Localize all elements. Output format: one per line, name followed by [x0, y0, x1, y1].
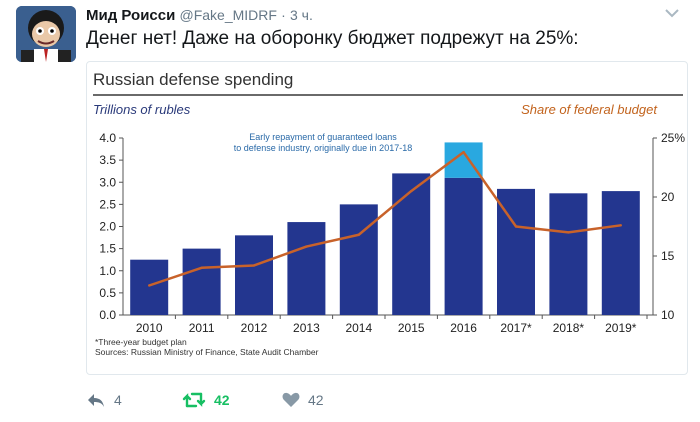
heart-icon: [282, 392, 300, 407]
left-tick-label: 0.0: [99, 308, 116, 322]
cartoon-avatar: [16, 6, 76, 62]
x-tick-label: 2013: [293, 321, 320, 335]
separator-dot: ·: [281, 7, 286, 23]
x-tick-label: 2016: [450, 321, 477, 335]
bar-2011: [182, 248, 221, 315]
tweet-text: Денег нет! Даже на оборонку бюджет подре…: [86, 28, 579, 49]
chevron-down-icon[interactable]: [664, 7, 680, 19]
share-point: [514, 225, 518, 228]
x-tick-label: 2012: [241, 321, 268, 335]
retweet-icon: [182, 392, 206, 408]
author-handle[interactable]: @Fake_MIDRF: [179, 7, 277, 23]
x-tick-label: 2015: [398, 321, 425, 335]
bar-2012: [235, 235, 273, 315]
tweet-header: Мид Роисси @Fake_MIDRF · 3 ч.: [86, 5, 680, 27]
share-point: [619, 224, 622, 227]
share-point: [462, 150, 465, 154]
title-divider: [93, 94, 683, 96]
share-point: [567, 231, 570, 234]
left-tick-label: 2.0: [99, 220, 116, 234]
left-tick-label: 1.5: [99, 242, 116, 256]
annotation-line-1: Early repayment of guaranteed loans: [249, 132, 397, 142]
annotation-line-2: to defense industry, originally due in 2…: [234, 143, 412, 153]
reply-button[interactable]: 4: [86, 388, 122, 412]
x-tick-label: 2011: [189, 321, 215, 335]
like-count: 42: [308, 392, 324, 408]
bar-2013: [287, 222, 326, 315]
x-tick-label: 2019*: [605, 321, 637, 335]
chart-footnote: *Three-year budget plan Sources: Russian…: [95, 337, 318, 357]
reply-count: 4: [114, 392, 122, 408]
share-point: [200, 266, 203, 269]
share-point: [252, 264, 256, 267]
footnote-plan: *Three-year budget plan: [95, 337, 187, 347]
footnote-sources: Sources: Russian Ministry of Finance, St…: [95, 347, 319, 357]
right-tick-label: 25%: [661, 131, 685, 145]
chart-card[interactable]: Russian defense spending Trillions of ru…: [86, 61, 688, 375]
x-tick-label: 2014: [345, 321, 372, 335]
right-tick-label: 15: [661, 249, 675, 263]
left-tick-label: 4.0: [99, 131, 116, 145]
retweet-button[interactable]: 42: [182, 388, 230, 412]
bar-2010: [130, 259, 169, 315]
share-point: [410, 189, 413, 193]
share-point: [148, 284, 151, 287]
x-tick-label: 2018*: [553, 321, 585, 335]
tweet-time[interactable]: 3 ч.: [289, 7, 313, 23]
author-name[interactable]: Мид Роисси: [86, 7, 176, 24]
left-tick-label: 2.5: [99, 197, 116, 211]
right-axis-label: Share of federal budget: [521, 102, 657, 117]
bar-2014: [339, 204, 378, 315]
left-tick-label: 1.0: [99, 264, 116, 278]
right-tick-label: 10: [661, 308, 675, 322]
bar-2015: [392, 173, 431, 315]
share-point: [305, 245, 308, 248]
share-line: [148, 150, 621, 287]
right-tick-label: 20: [661, 190, 675, 204]
bar-2018*: [549, 193, 588, 315]
like-button[interactable]: 42: [282, 388, 324, 412]
left-tick-label: 3.0: [99, 175, 116, 189]
retweet-count: 42: [214, 392, 230, 408]
reply-icon: [88, 394, 104, 407]
left-tick-label: 3.5: [99, 153, 116, 167]
left-axis-label: Trillions of rubles: [93, 102, 191, 117]
share-point: [357, 233, 360, 236]
bar-2016: [444, 177, 483, 315]
left-tick-label: 0.5: [99, 286, 116, 300]
bar-2019*: [601, 191, 640, 315]
avatar[interactable]: [16, 6, 76, 62]
x-tick-label: 2017*: [500, 321, 532, 335]
bar-line-chart: 0.0 0.5 1.0 1.5 2.0 2.5 3.0 3.5 4.0 10 15 20 25% 201…: [99, 131, 685, 335]
x-tick-label: 2010: [136, 321, 163, 335]
chart-title: Russian defense spending: [93, 70, 294, 89]
